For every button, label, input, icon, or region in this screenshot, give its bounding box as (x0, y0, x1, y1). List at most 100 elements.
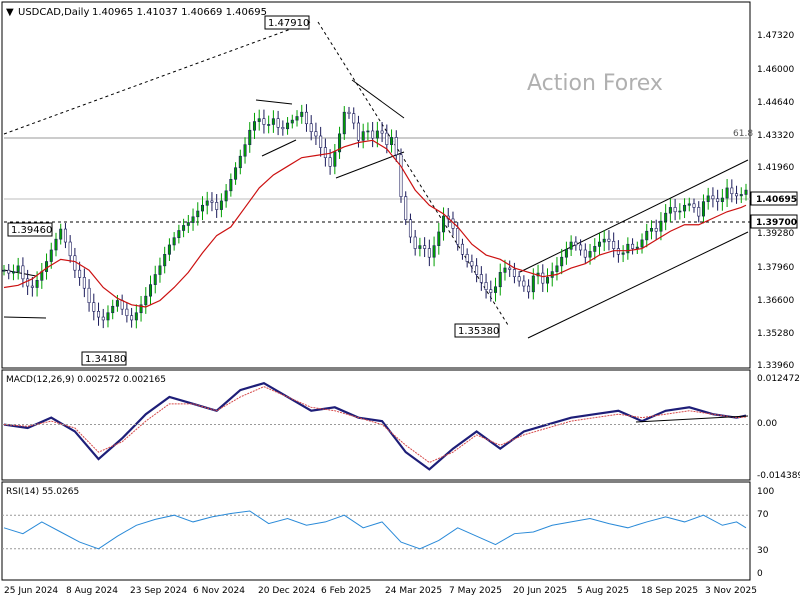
price-bar-body (158, 265, 162, 275)
price-bar-body (234, 167, 238, 180)
price-bar-body (640, 239, 644, 248)
time-label: 23 Sep 2024 (130, 586, 187, 596)
price-bar-body (30, 285, 34, 288)
triangle-top (351, 79, 405, 119)
price-bar-body (92, 302, 96, 312)
price-bar-body (286, 122, 290, 130)
price-bar-body (475, 265, 479, 275)
header-arrow-icon: ▼ (6, 7, 14, 18)
price-bar-body (380, 130, 384, 134)
rsi-tick: 0 (757, 569, 763, 579)
price-bar-body (262, 118, 266, 125)
price-bar-body (323, 147, 327, 158)
price-bar-body (678, 210, 682, 213)
price-bar-body (404, 196, 408, 220)
price-bar-body (82, 277, 86, 289)
price-bar-body (418, 245, 422, 249)
low-label-2-box (454, 323, 500, 338)
price-bar-body (219, 200, 223, 210)
price-bar-body (139, 304, 143, 314)
price-bar-body (706, 195, 710, 202)
price-tick: 1.36600 (757, 296, 794, 306)
price-bar-body (739, 194, 743, 197)
price-bar-body (267, 124, 271, 126)
price-tick: 1.33960 (757, 361, 794, 371)
price-bar-body (281, 127, 285, 130)
price-bar-body (494, 286, 498, 293)
price-bar-body (465, 254, 469, 262)
time-label: 8 Aug 2024 (66, 586, 118, 596)
time-label: 3 Nov 2025 (705, 586, 757, 596)
price-bar-body (522, 280, 526, 287)
price-bar-body (735, 193, 739, 197)
level-left-label: 1.39460 (11, 225, 52, 236)
price-bar-body (352, 113, 356, 124)
price-bar-body (593, 246, 597, 252)
price-bar-body (612, 241, 616, 249)
price-bar-body (456, 228, 460, 245)
rsi-panel (1, 481, 751, 581)
left-pattern-bottom (3, 316, 47, 319)
level-left-label-box (7, 222, 53, 237)
rsi-line (3, 510, 747, 550)
price-bar-body (498, 272, 502, 288)
rsi-tick: 30 (757, 546, 769, 556)
header-symbol: USDCAD,Daily (18, 7, 89, 18)
price-bar-body (304, 111, 308, 125)
macd-trendline (635, 415, 749, 423)
price-tick: 1.46000 (757, 65, 794, 75)
low-label-1: 1.34180 (85, 354, 126, 365)
price-bar-body (149, 284, 153, 297)
price-bar-body (120, 300, 124, 310)
time-label: 24 Mar 2025 (385, 586, 442, 596)
price-bar-body (215, 202, 219, 210)
price-bar-body (588, 251, 592, 258)
price-bar-body (356, 122, 360, 141)
price-bar-body (673, 207, 677, 213)
time-label: 6 Feb 2025 (321, 586, 371, 596)
price-bar-body (569, 241, 573, 250)
time-label: 18 Sep 2025 (641, 586, 698, 596)
price-bar-body (125, 308, 129, 316)
price-bar-body (347, 111, 351, 114)
price-tick: 1.44640 (757, 98, 794, 108)
price-bar-body (399, 154, 403, 197)
time-label: 20 Jun 2025 (513, 586, 567, 596)
price-bar-body (371, 130, 375, 139)
price-bar-body (716, 198, 720, 202)
price-bar-body (408, 219, 412, 238)
price-bar-body (692, 203, 696, 208)
time-label: 7 May 2025 (449, 586, 502, 596)
price-bar-body (59, 228, 63, 240)
price-bar-body (744, 189, 748, 195)
price-bar-body (687, 203, 691, 206)
price-bar-body (87, 287, 91, 303)
price-bar-body (115, 300, 119, 307)
price-bar-body (63, 228, 67, 243)
price-bar-body (111, 305, 115, 314)
price-bar-body (314, 131, 318, 137)
macd-line (3, 381, 747, 471)
price-bar-body (683, 204, 687, 212)
level-label: 1.39700 (756, 218, 797, 228)
price-bar-body (134, 312, 138, 321)
price-bar-body (602, 238, 606, 243)
macd-tick: 0.00 (757, 419, 777, 429)
price-bar-body (460, 243, 464, 255)
price-bar-body (442, 215, 446, 233)
price-bar-body (564, 248, 568, 258)
low-label-1-box (81, 351, 127, 366)
price-bar-body (328, 157, 332, 167)
price-bar-body (664, 212, 668, 222)
macd-tick: 0.012472 (757, 374, 800, 384)
price-bar-body (338, 133, 342, 153)
channel-lower (527, 231, 749, 339)
price-tick: 1.37960 (757, 263, 794, 273)
price-bar-body (531, 275, 535, 293)
price-bar-body (479, 274, 483, 283)
channel-upper (519, 159, 749, 273)
price-bar-body (635, 246, 639, 249)
price-bar-body (437, 231, 441, 246)
price-bar-body (167, 244, 171, 255)
price-bar-body (106, 312, 110, 321)
